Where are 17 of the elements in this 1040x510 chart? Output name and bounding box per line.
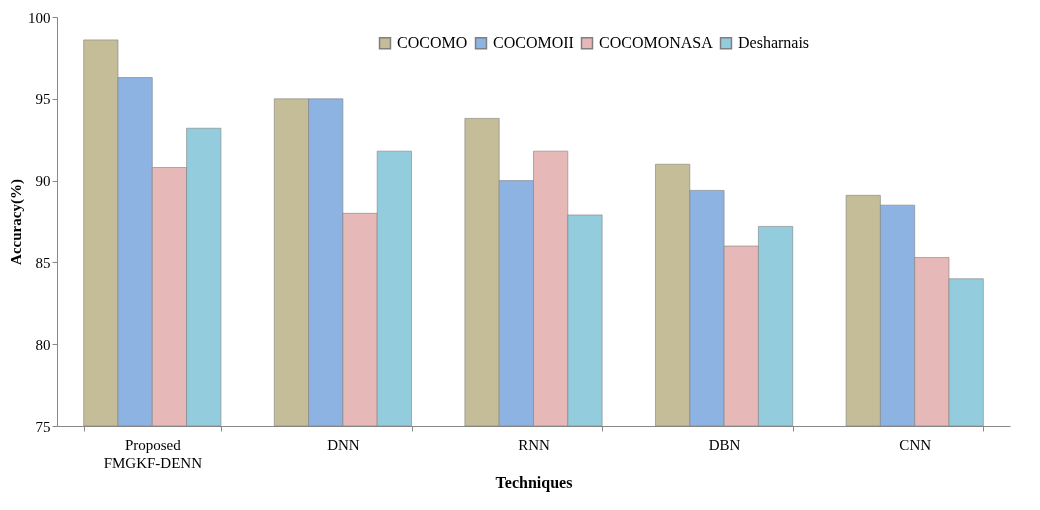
- x-tick-label: Proposed FMGKF-DENN: [103, 436, 203, 471]
- x-tick-label: DBN: [708, 436, 741, 453]
- legend-label: COCOMO: [397, 34, 468, 52]
- y-tick-label: 100: [28, 9, 51, 26]
- y-tick-label: 75: [35, 418, 51, 435]
- y-tick-label: 95: [35, 91, 51, 108]
- x-tick-label: RNN: [518, 436, 550, 453]
- y-tick-label: 80: [35, 336, 51, 353]
- legend-label: COCOMONASA: [599, 34, 714, 52]
- y-tick-label: 90: [35, 173, 51, 190]
- y-tick-label: 85: [35, 254, 51, 271]
- y-axis-title: Accuracy(%): [8, 179, 25, 265]
- legend-label: Desharnais: [738, 34, 810, 52]
- legend-label: COCOMOII: [493, 34, 574, 52]
- x-tick-label: DNN: [327, 436, 360, 453]
- x-axis-title: Techniques: [495, 473, 573, 492]
- x-tick-label: CNN: [899, 436, 932, 453]
